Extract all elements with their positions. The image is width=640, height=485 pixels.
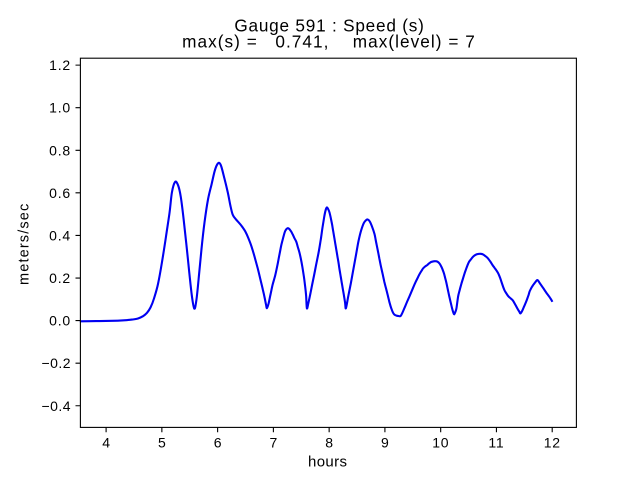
svg-text:Gauge 591 : Speed (s): Gauge 591 : Speed (s) [234, 15, 424, 35]
svg-text:1.0: 1.0 [49, 100, 71, 116]
svg-text:−0.4: −0.4 [42, 398, 71, 414]
svg-text:−0.2: −0.2 [42, 355, 71, 371]
svg-text:9: 9 [381, 434, 389, 450]
svg-text:1.2: 1.2 [49, 57, 71, 73]
svg-text:11: 11 [488, 434, 504, 450]
svg-text:0.2: 0.2 [49, 270, 71, 286]
svg-text:4: 4 [102, 434, 110, 450]
svg-text:meters/sec: meters/sec [17, 203, 33, 285]
svg-text:max(s) = 0.741, max(level: max(s) = 0.741, max(level) = 7 [182, 32, 476, 52]
svg-text:5: 5 [158, 434, 166, 450]
svg-text:7: 7 [270, 434, 278, 450]
svg-text:0.6: 0.6 [49, 185, 71, 201]
svg-text:10: 10 [432, 434, 449, 450]
svg-text:0.8: 0.8 [49, 142, 71, 158]
svg-text:6: 6 [214, 434, 222, 450]
svg-text:12: 12 [544, 434, 561, 450]
svg-text:0.4: 0.4 [49, 227, 71, 243]
svg-text:hours: hours [308, 454, 347, 471]
svg-text:0.0: 0.0 [49, 313, 71, 329]
svg-text:8: 8 [325, 434, 333, 450]
